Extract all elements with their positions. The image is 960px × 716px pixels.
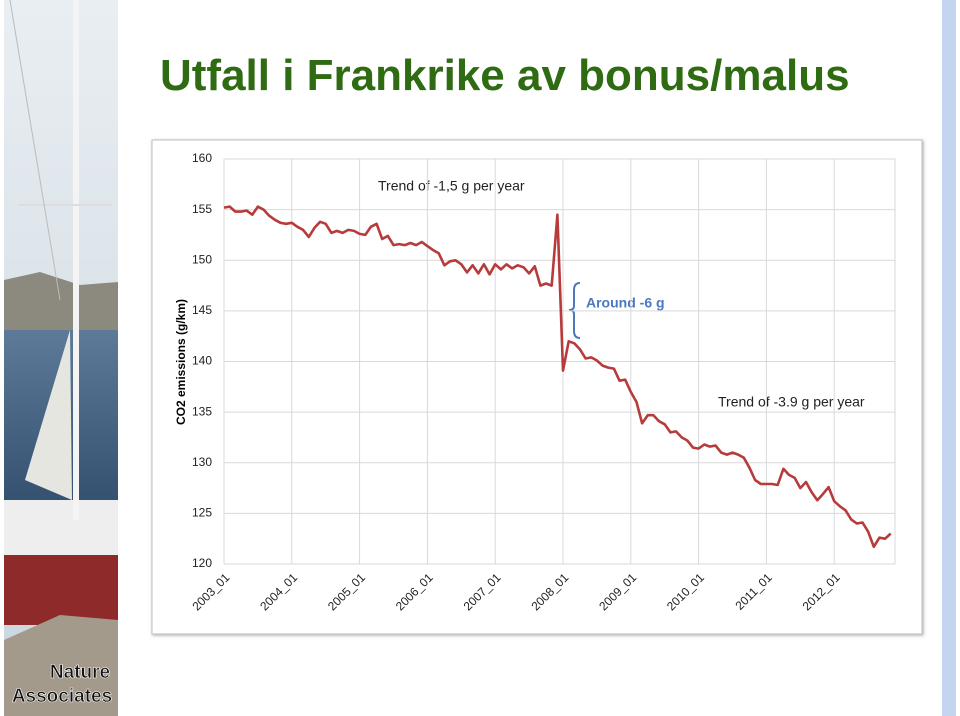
y-tick-label: 125 [192, 506, 212, 520]
brace [568, 282, 581, 339]
photo [4, 0, 118, 716]
y-tick-label: 145 [192, 303, 212, 317]
data-line [223, 205, 892, 549]
slide-title: Utfall i Frankrike av bonus/malus [160, 51, 850, 100]
y-axis-label: CO2 emissions (g/km) [174, 299, 188, 425]
logo-line: Nature [50, 662, 110, 683]
annotation: Trend of -1,5 g per year [378, 178, 525, 194]
logo-line: Associates [12, 686, 112, 707]
annotation: Around -6 g [586, 295, 665, 311]
y-tick-label: 135 [192, 404, 212, 418]
y-tick-label: 155 [192, 202, 212, 216]
side-bar [942, 0, 956, 716]
y-tick-label: 140 [192, 354, 212, 368]
y-tick-label: 130 [192, 455, 212, 469]
annotation: Trend of -3.9 g per year [718, 394, 865, 410]
y-tick-label: 150 [192, 252, 212, 266]
y-tick-label: 160 [192, 151, 212, 165]
y-tick-label: 120 [192, 556, 212, 570]
